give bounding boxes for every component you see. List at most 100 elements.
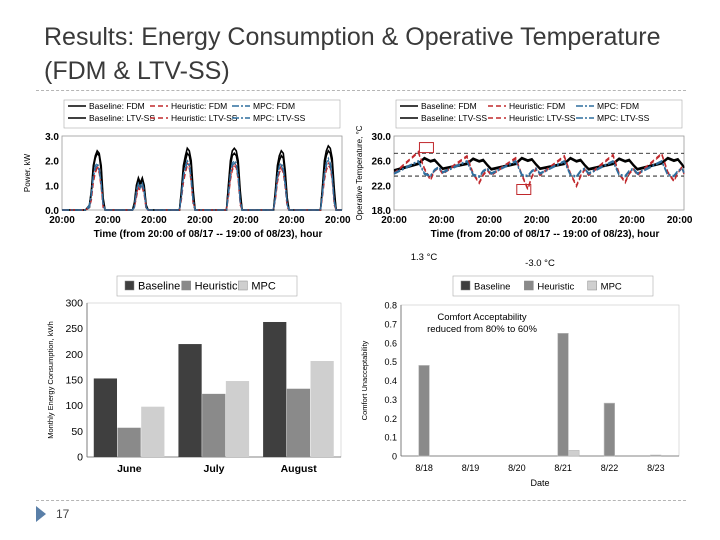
legend-label: Baseline: LTV-SS (89, 113, 155, 123)
legend-box (63, 99, 341, 129)
y-tick-label: 0.0 (45, 206, 59, 217)
legend-label: Baseline (474, 282, 510, 293)
series-line-mpc-fdm (393, 159, 685, 177)
y-tick-label: 30.0 (372, 132, 392, 143)
y-tick-label: 22.0 (372, 181, 392, 192)
x-tick-label: 20:00 (381, 215, 407, 226)
category-label: 8/18 (415, 463, 433, 473)
y-tick-label: 250 (65, 323, 83, 335)
series-line-mpc-ltv-ss (62, 158, 342, 211)
legend-swatch (124, 280, 135, 291)
y-tick-label: 200 (65, 349, 83, 361)
legend-label: MPC: LTV-SS (253, 113, 306, 123)
y-tick-label: 50 (71, 426, 83, 438)
y-tick-label: 2.0 (45, 157, 59, 168)
legend-swatch (181, 280, 191, 291)
bar-baseline (178, 344, 202, 457)
legend-label: Heuristic: FDM (509, 101, 565, 111)
legend-label: Heuristic (195, 281, 238, 293)
x-tick-label: 20:00 (619, 215, 645, 226)
x-tick-label: 20:00 (279, 215, 305, 226)
comfort-chart: 0 0.1 0.2 0.3 0.4 0.5 0.6 0.7 0.8 8/18 8/19 8/20 8/2… (360, 275, 680, 488)
category-label: 8/20 (508, 463, 526, 473)
slide-title-line-2: (FDM & LTV-SS) (44, 57, 230, 85)
annotation-label: -3.0 °C (525, 258, 555, 269)
legend-swatch (524, 280, 534, 291)
x-axis-label: Time (from 20:00 of 08/17 -- 19:00 of 08… (431, 229, 660, 240)
y-tick-label: 26.0 (372, 157, 392, 168)
category-label: 8/19 (462, 463, 480, 473)
x-tick-label: 20:00 (187, 215, 213, 226)
legend-box (116, 275, 298, 297)
legend-label: MPC (251, 281, 275, 293)
bar-mpc (141, 406, 165, 457)
bar-baseline (263, 321, 287, 457)
y-tick-label: 0.1 (384, 433, 397, 443)
x-tick-label: 20:00 (325, 215, 351, 226)
series-line-baseline-fdm (62, 144, 342, 211)
annotation-marker (516, 184, 532, 195)
legend-label: MPC (601, 282, 622, 293)
x-tick-label: 20:00 (476, 215, 502, 226)
x-tick-label: 20:00 (141, 215, 167, 226)
legend-swatch (587, 280, 597, 291)
monthly-energy-chart: 0 50 100 150 200 250 300 June July August Baseline… (46, 275, 342, 475)
y-tick-label: 1.0 (45, 181, 59, 192)
category-label: July (203, 463, 224, 475)
y-axis-label: Comfort Unacceptability (360, 340, 369, 420)
x-tick-label: 20:00 (429, 215, 455, 226)
legend-box (395, 99, 683, 129)
y-tick-label: 18.0 (372, 206, 392, 217)
y-tick-label: 300 (65, 298, 83, 310)
bar-heuristic (650, 454, 662, 457)
x-tick-label: 20:00 (233, 215, 259, 226)
bar-baseline (93, 378, 118, 457)
bar-mpc (225, 381, 250, 457)
legend-label: MPC: FDM (597, 101, 639, 111)
legend-label: Baseline: LTV-SS (421, 113, 487, 123)
bar-heuristic (117, 427, 141, 457)
x-tick-label: 20:00 (572, 215, 598, 226)
y-tick-label: 0.3 (384, 395, 397, 405)
y-tick-label: 150 (65, 375, 83, 387)
annotation-text: Comfort Acceptability reduced from 80% to… (427, 312, 537, 335)
annotation-label: 1.3 °C (411, 252, 438, 263)
category-label: June (117, 463, 142, 475)
series-line-heuristic-ltv-ss (393, 151, 685, 192)
series-line-mpc-ltv-ss (393, 161, 685, 179)
category-label: August (281, 463, 318, 475)
temperature-chart: 18.0 22.0 26.0 30.0 20:00 20:00 20:00 20:00 20:0… (355, 99, 693, 269)
series-line-baseline-ltv-ss (393, 157, 685, 172)
category-label: 8/21 (554, 463, 572, 473)
legend-swatch (460, 280, 471, 291)
y-tick-label: 0 (392, 452, 397, 462)
y-tick-label: 0 (77, 452, 83, 464)
bar-mpc (568, 450, 580, 457)
legend-box (452, 275, 654, 297)
y-tick-label: 0.5 (384, 357, 397, 367)
power-chart: 0.0 1.0 2.0 3.0 20:00 20:00 20:00 20:00 20:00 20:… (23, 99, 351, 240)
series-line-baseline-fdm (393, 156, 685, 171)
x-tick-label: 20:00 (524, 215, 550, 226)
top-divider (36, 90, 686, 91)
legend-label: Baseline: FDM (89, 101, 145, 111)
x-axis-label: Date (530, 478, 549, 488)
annotation-box (415, 308, 549, 340)
slide-title-line-1: Results: Energy Consumption & Operative … (44, 23, 661, 51)
legend-label: Heuristic: LTV-SS (509, 113, 576, 123)
slide-title: Results: Energy Consumption & Operative … (44, 20, 704, 88)
bar-heuristic (202, 393, 226, 457)
legend-swatch (238, 280, 248, 291)
legend-label: Heuristic: FDM (171, 101, 227, 111)
y-tick-label: 3.0 (45, 132, 59, 143)
bar-heuristic (603, 402, 615, 457)
y-tick-label: 0.4 (384, 376, 397, 386)
x-tick-label: 20:00 (95, 215, 121, 226)
bar-heuristic (286, 388, 311, 457)
page-arrow-icon (36, 506, 46, 522)
x-axis-label: Time (from 20:00 of 08/17 -- 19:00 of 08… (94, 229, 323, 240)
category-label: 8/23 (647, 463, 665, 473)
bar-heuristic (418, 365, 430, 457)
x-tick-label: 20:00 (49, 215, 75, 226)
y-axis-label: Power, kW (23, 153, 32, 192)
